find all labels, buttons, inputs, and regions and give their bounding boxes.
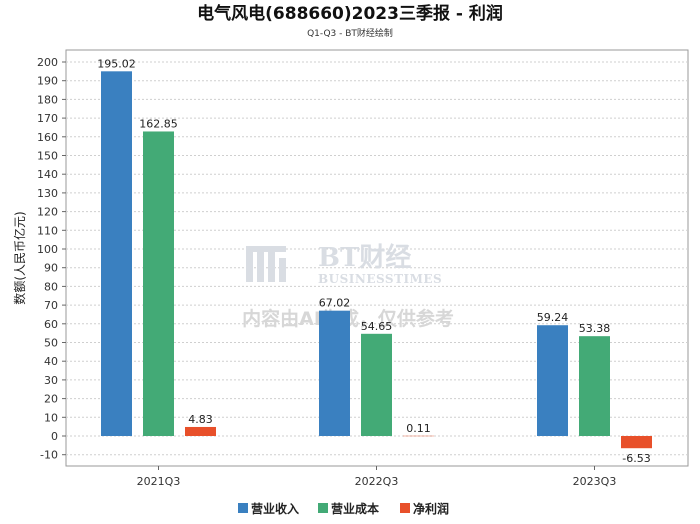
y-axis: -10 0 10 20 30 40 50 60 70 80 90 100 110 120 130 140 150…: [37, 56, 66, 462]
data-label: 54.65: [361, 320, 393, 333]
bar: [185, 426, 216, 436]
y-tick-label: 140: [37, 168, 58, 181]
data-label: 53.38: [579, 322, 611, 335]
y-tick-label: 30: [44, 374, 58, 387]
y-tick-label: 40: [44, 355, 58, 368]
y-tick-label: 170: [37, 112, 58, 125]
bar: [101, 71, 132, 437]
y-tick-label: 20: [44, 393, 58, 406]
data-label: 162.85: [139, 117, 178, 130]
y-tick-label: 100: [37, 243, 58, 256]
bar: [361, 333, 392, 436]
data-label: 195.02: [97, 57, 136, 70]
y-tick-label: 180: [37, 93, 58, 106]
bar: [579, 336, 610, 436]
legend-label: 营业收入: [251, 501, 299, 516]
y-tick-label: 110: [37, 224, 58, 237]
bar: [621, 436, 652, 449]
bar: [143, 131, 174, 436]
y-tick-label: 80: [44, 280, 58, 293]
chart-title: 电气风电(688660)2023三季报 - 利润: [197, 3, 503, 24]
y-axis-label: 数额(人民币亿元): [12, 211, 27, 304]
data-label: 0.11: [406, 422, 431, 435]
y-tick-label: 160: [37, 131, 58, 144]
x-tick-label: 2023Q3: [573, 475, 617, 488]
x-tick-label: 2021Q3: [137, 475, 181, 488]
y-tick-label: 60: [44, 318, 58, 331]
watermark-brand-en: BUSINESSTIMES: [318, 272, 442, 286]
legend: 营业收入 营业成本 净利润: [238, 501, 449, 516]
y-tick-label: -10: [40, 449, 58, 462]
x-tick-label: 2022Q3: [355, 475, 399, 488]
y-tick-label: 190: [37, 75, 58, 88]
data-labels: 195.02 162.85 4.83 67.02 54.65 0.11 59.24 53.38…: [97, 57, 650, 465]
data-label: -6.53: [622, 452, 650, 465]
y-tick-label: 50: [44, 337, 58, 350]
bar: [537, 325, 568, 436]
chart-subtitle: Q1-Q3 - BT财经绘制: [307, 27, 393, 39]
y-tick-label: 0: [51, 430, 58, 443]
watermark-brand: BT财经: [318, 242, 411, 273]
bars: [101, 71, 652, 449]
legend-swatch: [400, 503, 410, 513]
data-label: 4.83: [188, 413, 213, 426]
legend-swatch: [318, 503, 328, 513]
y-tick-label: 200: [37, 56, 58, 69]
legend-label: 净利润: [413, 501, 449, 516]
legend-label: 营业成本: [331, 501, 379, 516]
x-axis: 2021Q3 2022Q3 2023Q3: [137, 466, 617, 488]
data-label: 59.24: [537, 311, 569, 324]
y-tick-label: 70: [44, 299, 58, 312]
legend-swatch: [238, 503, 248, 513]
bar: [319, 310, 350, 436]
y-tick-label: 150: [37, 150, 58, 163]
y-tick-label: 10: [44, 411, 58, 424]
data-label: 67.02: [319, 297, 351, 310]
y-tick-label: 90: [44, 262, 58, 275]
y-tick-label: 130: [37, 187, 58, 200]
y-tick-label: 120: [37, 206, 58, 219]
watermark-logo-icon: [246, 246, 286, 282]
